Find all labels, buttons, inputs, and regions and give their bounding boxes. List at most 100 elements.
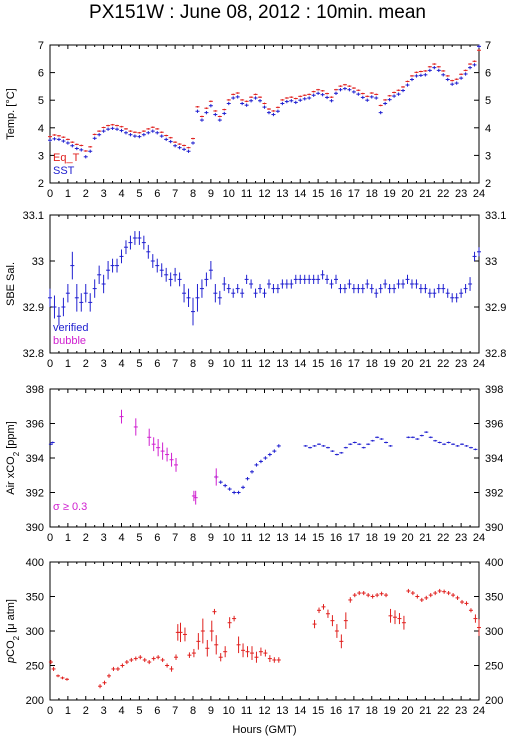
x-tick-label: 18 [366, 705, 378, 717]
x-tick-label: 4 [118, 705, 124, 717]
x-tick-label: 16 [330, 532, 342, 544]
y-tick-label: 33 [32, 256, 44, 268]
y-tick-label-right: 390 [485, 522, 503, 534]
y-tick-label: 4 [38, 123, 44, 135]
x-tick-label: 21 [419, 705, 431, 717]
x-tick-label: 0 [47, 532, 53, 544]
x-tick-label: 3 [101, 532, 107, 544]
x-tick-label: 7 [172, 532, 178, 544]
x-tick-label: 8 [190, 188, 196, 200]
x-tick-label: 4 [118, 188, 124, 200]
x-tick-label: 22 [437, 188, 449, 200]
x-tick-label: 13 [276, 358, 288, 370]
x-tick-label: 6 [154, 188, 160, 200]
y-tick-label-right: 398 [485, 384, 503, 396]
y-tick-label-right: 300 [485, 626, 503, 638]
x-tick-label: 1 [65, 358, 71, 370]
x-tick-label: 12 [258, 358, 270, 370]
chart-title: PX151W : June 08, 2012 : 10min. mean [89, 2, 426, 23]
y-tick-label: 2 [38, 178, 44, 190]
x-tick-label: 10 [223, 705, 235, 717]
x-tick-label: 24 [473, 188, 485, 200]
y-tick-label-right: 33.1 [485, 210, 506, 222]
x-tick-label: 10 [223, 188, 235, 200]
x-tick-label: 4 [118, 532, 124, 544]
y-axis-title: pCO2 [μ atm] [5, 599, 21, 664]
y-tick-label-right: 2 [485, 178, 491, 190]
x-tick-label: 17 [348, 705, 360, 717]
x-tick-label: 20 [401, 705, 413, 717]
x-tick-label: 9 [208, 188, 214, 200]
x-tick-label: 2 [83, 358, 89, 370]
x-tick-label: 19 [384, 188, 396, 200]
y-tick-label-right: 200 [485, 695, 503, 707]
y-tick-label-right: 396 [485, 419, 503, 431]
y-tick-label: 398 [26, 384, 44, 396]
x-tick-label: 1 [65, 532, 71, 544]
x-tick-label: 6 [154, 705, 160, 717]
series-temp-1 [48, 44, 481, 159]
x-tick-label: 8 [190, 358, 196, 370]
x-tick-label: 21 [419, 188, 431, 200]
y-tick-label-right: 250 [485, 661, 503, 673]
x-tick-label: 20 [401, 358, 413, 370]
x-tick-label: 6 [154, 532, 160, 544]
x-tick-label: 2 [83, 705, 89, 717]
y-tick-label: 394 [26, 453, 44, 465]
legend-entry: SST [53, 165, 75, 177]
x-tick-label: 12 [258, 705, 270, 717]
x-tick-label: 16 [330, 188, 342, 200]
x-tick-label: 3 [101, 705, 107, 717]
y-tick-label-right: 32.8 [485, 348, 506, 360]
x-tick-label: 21 [419, 532, 431, 544]
x-tick-label: 2 [83, 188, 89, 200]
x-tick-label: 14 [294, 358, 306, 370]
y-axis-title: Air xCO2 [ppm] [5, 421, 21, 495]
x-tick-label: 14 [294, 188, 306, 200]
series-xco2-1 [119, 409, 219, 505]
x-tick-label: 11 [241, 358, 252, 370]
x-tick-label: 15 [312, 188, 324, 200]
x-tick-label: 17 [348, 358, 360, 370]
x-tick-label: 6 [154, 358, 160, 370]
x-tick-label: 8 [190, 705, 196, 717]
x-tick-label: 20 [401, 532, 413, 544]
y-tick-label: 6 [38, 68, 44, 80]
y-tick-label-right: 400 [485, 557, 503, 569]
y-tick-label-right: 350 [485, 592, 503, 604]
x-tick-label: 5 [136, 532, 142, 544]
y-tick-label: 250 [26, 661, 44, 673]
x-tick-label: 17 [348, 188, 360, 200]
y-tick-label: 32.8 [23, 348, 44, 360]
x-tick-label: 22 [437, 358, 449, 370]
x-tick-label: 9 [208, 532, 214, 544]
plot-frame [49, 561, 480, 701]
series-temp-0 [48, 49, 481, 152]
legend-entry: Eq_T [53, 152, 80, 164]
y-tick-label: 3 [38, 150, 44, 162]
legend-entry: verified [53, 322, 88, 334]
x-tick-label: 5 [136, 358, 142, 370]
x-tick-label: 19 [384, 358, 396, 370]
x-tick-label: 7 [172, 188, 178, 200]
y-tick-label-right: 7 [485, 40, 491, 52]
y-axis-title: SBE Sal. [5, 262, 17, 306]
x-tick-label: 23 [455, 705, 467, 717]
series-pco2-0 [48, 588, 481, 689]
x-tick-label: 13 [276, 188, 288, 200]
x-tick-label: 22 [437, 705, 449, 717]
x-tick-label: 20 [401, 188, 413, 200]
x-tick-label: 2 [83, 532, 89, 544]
annotation-text: σ ≥ 0.3 [53, 501, 87, 513]
x-tick-label: 11 [241, 532, 252, 544]
x-tick-label: 15 [312, 358, 324, 370]
x-tick-label: 3 [101, 188, 107, 200]
y-tick-label: 396 [26, 419, 44, 431]
panel-xco2: 0 1 2 3 4 5 6 7 8 9 10 11 12 13 14 15 16 17 18 19 20 21 22 23 24… [5, 384, 503, 544]
y-tick-label: 200 [26, 695, 44, 707]
series-xco2-0 [48, 431, 478, 495]
series-sal-0 [48, 231, 481, 326]
x-tick-label: 5 [136, 188, 142, 200]
x-tick-label: 0 [47, 705, 53, 717]
